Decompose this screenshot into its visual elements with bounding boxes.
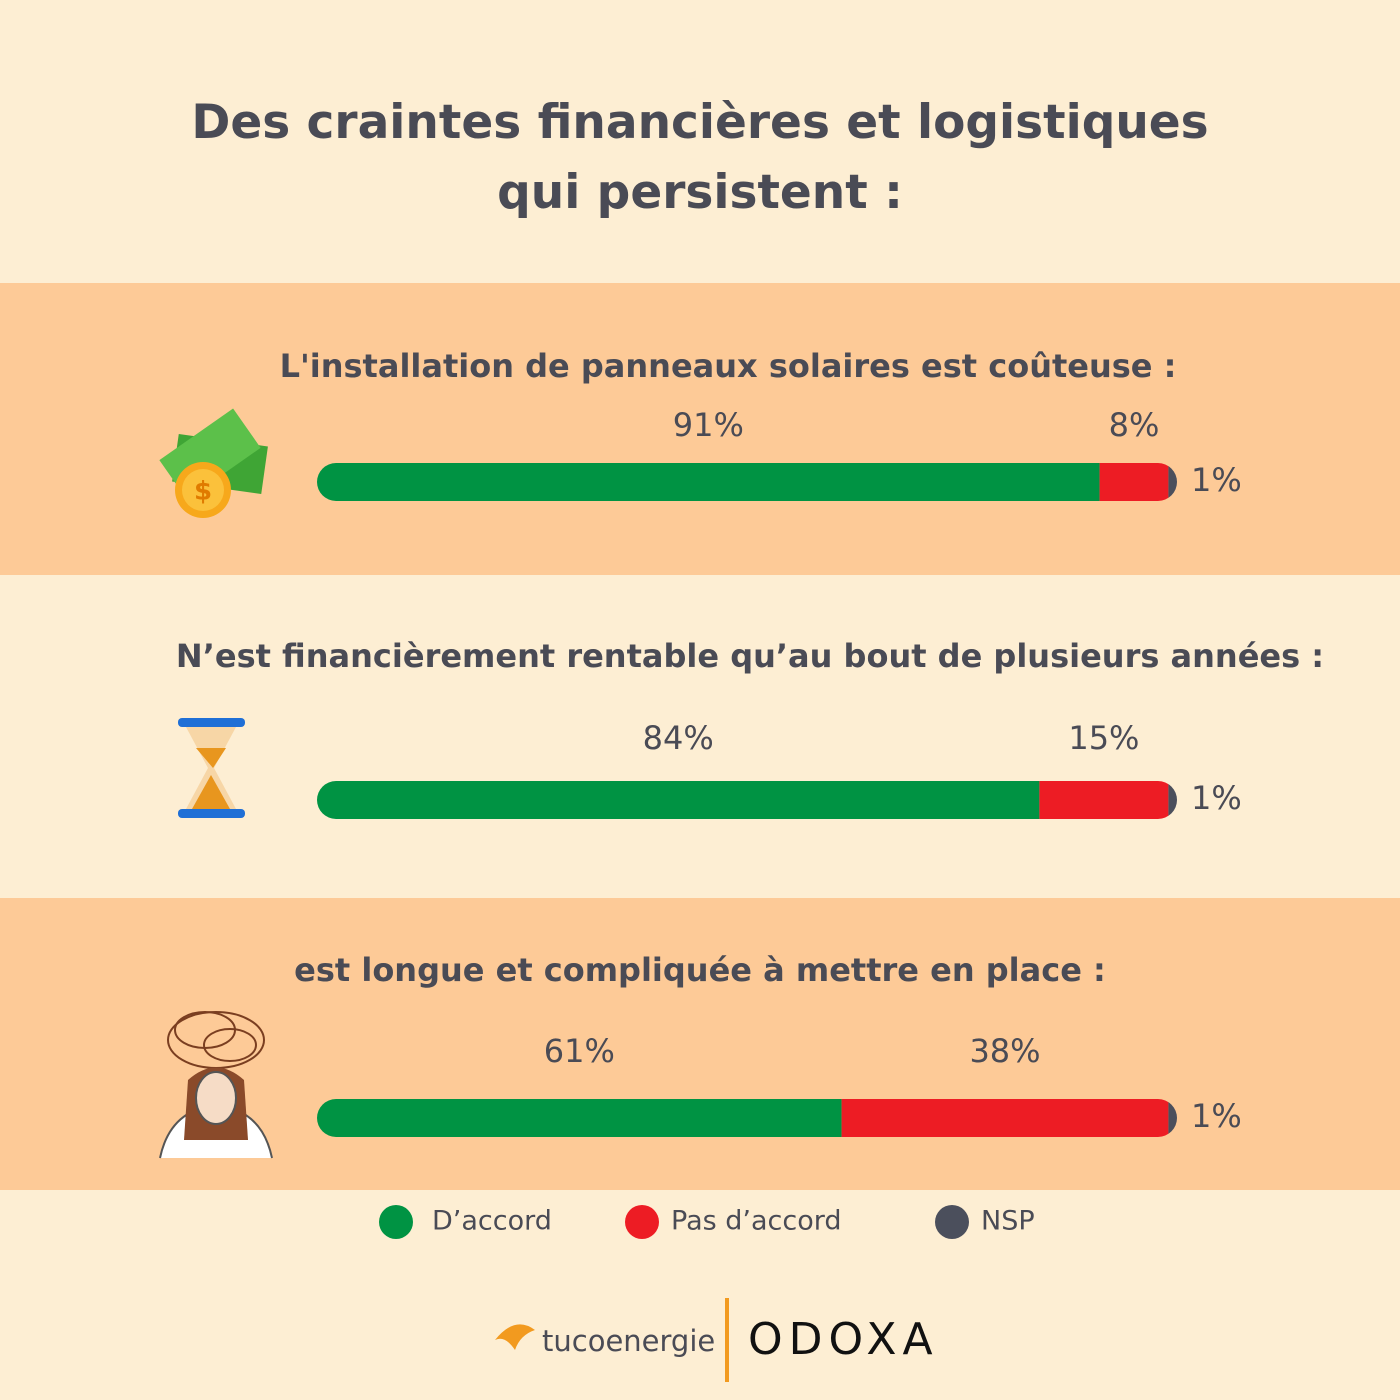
bar-group: [317, 463, 1177, 501]
person-icon: [159, 1011, 273, 1159]
bar-group: [317, 1099, 1177, 1137]
legend-marker: [935, 1205, 969, 1239]
bar-segment: [317, 1099, 842, 1137]
bar-segment: [1039, 781, 1169, 819]
brand-icon: [495, 1324, 535, 1350]
legend-marker: [625, 1205, 659, 1239]
money-icon: $: [159, 408, 268, 518]
bar-segment: [317, 781, 1040, 819]
partner-logo: ODOXA: [748, 1314, 939, 1365]
hourglass-icon: [178, 718, 245, 818]
bar-segment: [841, 1099, 1169, 1137]
category-label: est longue et compliquée à mettre en pla…: [294, 951, 1106, 989]
value-label: 38%: [969, 1032, 1040, 1070]
bar-group: [317, 781, 1177, 819]
brand-logo: tucoenergie: [542, 1324, 715, 1358]
legend-label: Pas d’accord: [671, 1206, 842, 1237]
legend-label: NSP: [981, 1206, 1035, 1237]
value-label: 8%: [1109, 406, 1160, 444]
bar-segment: [1168, 463, 1177, 501]
legend-label: D’accord: [432, 1206, 552, 1237]
bar-segment: [1099, 463, 1169, 501]
bar-segment: [317, 463, 1100, 501]
value-label: 1%: [1191, 779, 1242, 817]
value-label: 1%: [1191, 461, 1242, 499]
bar-segment: [1168, 781, 1177, 819]
value-label: 91%: [673, 406, 744, 444]
chart-title: Des craintes financières et logistiques …: [191, 95, 1209, 220]
value-label: 61%: [544, 1032, 615, 1070]
value-label: 84%: [643, 719, 714, 757]
divider: [725, 1298, 729, 1382]
bar-segment: [1168, 1099, 1177, 1137]
value-label: 1%: [1191, 1097, 1242, 1135]
value-label: 15%: [1068, 719, 1139, 757]
legend-marker: [379, 1205, 413, 1239]
svg-text:$: $: [194, 477, 212, 507]
category-label: N’est financièrement rentable qu’au bout…: [176, 637, 1324, 675]
category-label: L'installation de panneaux solaires est …: [280, 347, 1177, 385]
